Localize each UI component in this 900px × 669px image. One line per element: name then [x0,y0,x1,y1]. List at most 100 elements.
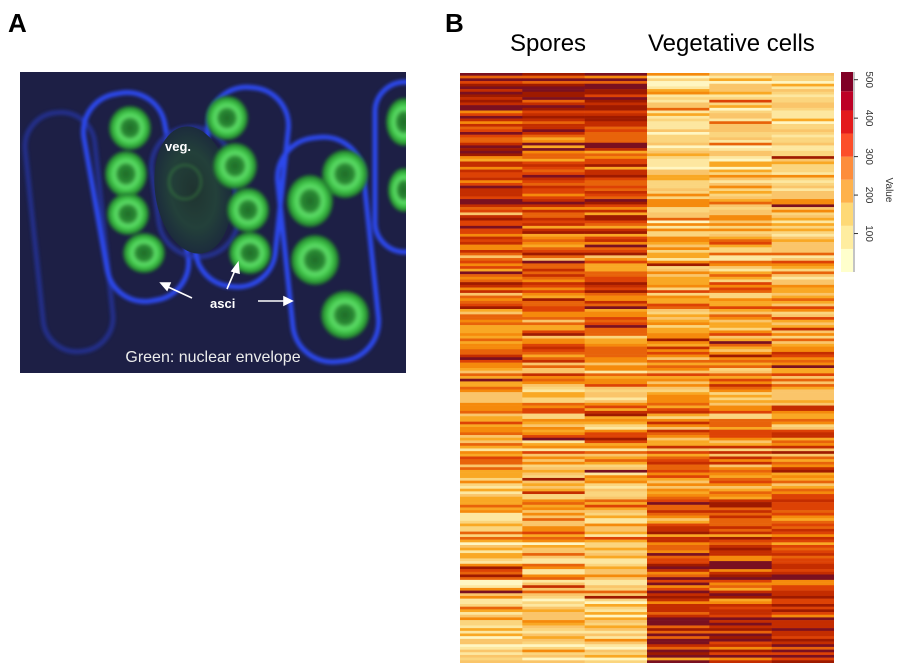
heatmap-cell [647,153,710,157]
heatmap-cell [522,410,585,414]
heatmap-cell [647,284,710,288]
heatmap-cell [460,416,523,420]
heatmap-cell [522,571,585,575]
heatmap-cell [709,346,772,350]
heatmap-cell [522,260,585,264]
heatmap-cell [771,129,834,133]
heatmap-cell [460,413,523,417]
heatmap-cell [709,309,772,312]
heatmap-cell [647,81,710,85]
heatmap-cell [584,199,648,203]
heatmap-cell [460,188,523,192]
heatmap-cell [522,81,585,85]
heatmap-cell [522,91,585,95]
heatmap-cell [460,346,523,350]
heatmap-cell [647,598,710,602]
heatmap-cell [771,617,834,621]
heatmap-cell [709,153,772,157]
heatmap-cell [460,373,523,377]
heatmap-cell [771,110,834,114]
heatmap-cell [584,137,648,141]
heatmap-cell [522,102,585,106]
heatmap-cell [709,435,772,439]
heatmap-cell [584,427,648,430]
heatmap-cell [647,534,710,538]
heatmap-cell [647,483,710,487]
heatmap-cell [584,180,648,184]
heatmap-cell [522,397,585,401]
heatmap-cell [522,625,585,629]
heatmap-cell [584,284,648,288]
heatmap-cell [584,644,648,648]
heatmap-cell [584,295,648,299]
heatmap-cell [460,397,523,401]
heatmap-cell [584,601,648,605]
heatmap-cell [709,628,772,632]
heatmap-cell [522,427,585,430]
heatmap-cell [584,161,648,165]
heatmap-cell [647,510,710,514]
heatmap-cell [460,429,523,433]
heatmap-cell [460,638,523,642]
heatmap-cell [771,81,834,85]
heatmap-cell [522,191,585,194]
heatmap-cell [460,477,523,481]
heatmap-cell [709,408,772,412]
heatmap-cell [522,266,585,270]
heatmap-cell [522,424,585,428]
heatmap-cell [522,207,585,211]
heatmap-cell [460,148,523,152]
heatmap-cell [771,593,834,597]
heatmap-cell [647,646,710,650]
heatmap-cell [522,582,585,586]
heatmap-cell [584,405,648,409]
heatmap-cell [709,123,772,127]
heatmap-cell [709,577,772,581]
heatmap-cell [460,620,523,624]
heatmap-cell [522,335,585,339]
heatmap-cell [647,188,710,192]
heatmap-cell [584,191,648,194]
heatmap-cell [771,274,834,278]
heatmap-cell [709,652,772,656]
heatmap-cell [771,612,834,616]
heatmap-cell [460,134,523,138]
heatmap-cell [522,475,585,479]
heatmap-cell [647,638,710,642]
heatmap-cell [771,325,834,329]
heatmap-cell [522,480,585,484]
heatmap-cell [771,233,834,237]
heatmap-cell [647,593,710,597]
heatmap-cell [584,612,648,616]
heatmap-cell [460,110,523,114]
heatmap-cell [647,113,710,117]
heatmap-cell [771,427,834,430]
heatmap-cell [771,276,834,280]
heatmap-cell [584,595,648,599]
colorbar-bin [841,72,853,92]
heatmap-cell [584,215,648,219]
heatmap-cell [709,405,772,409]
heatmap-cell [460,555,523,559]
heatmap-cell [709,177,772,181]
heatmap-cell [460,325,523,329]
heatmap-cell [771,496,834,500]
heatmap-cell [709,593,772,597]
heatmap-cell [460,333,523,337]
heatmap-cell [460,376,523,380]
heatmap-cell [647,172,710,176]
heatmap-cell [584,244,648,248]
heatmap-cell [771,451,834,455]
heatmap-cell [709,166,772,170]
heatmap-cell [647,617,710,621]
heatmap-cell [647,182,710,186]
heatmap-cell [522,628,585,632]
heatmap-cell [647,630,710,634]
heatmap-cell [771,402,834,406]
heatmap-cell [647,628,710,632]
heatmap-cell [647,250,710,253]
heatmap-cell [584,365,648,369]
heatmap-cell [709,99,772,103]
heatmap-cell [522,652,585,656]
heatmap-cell [647,405,710,409]
